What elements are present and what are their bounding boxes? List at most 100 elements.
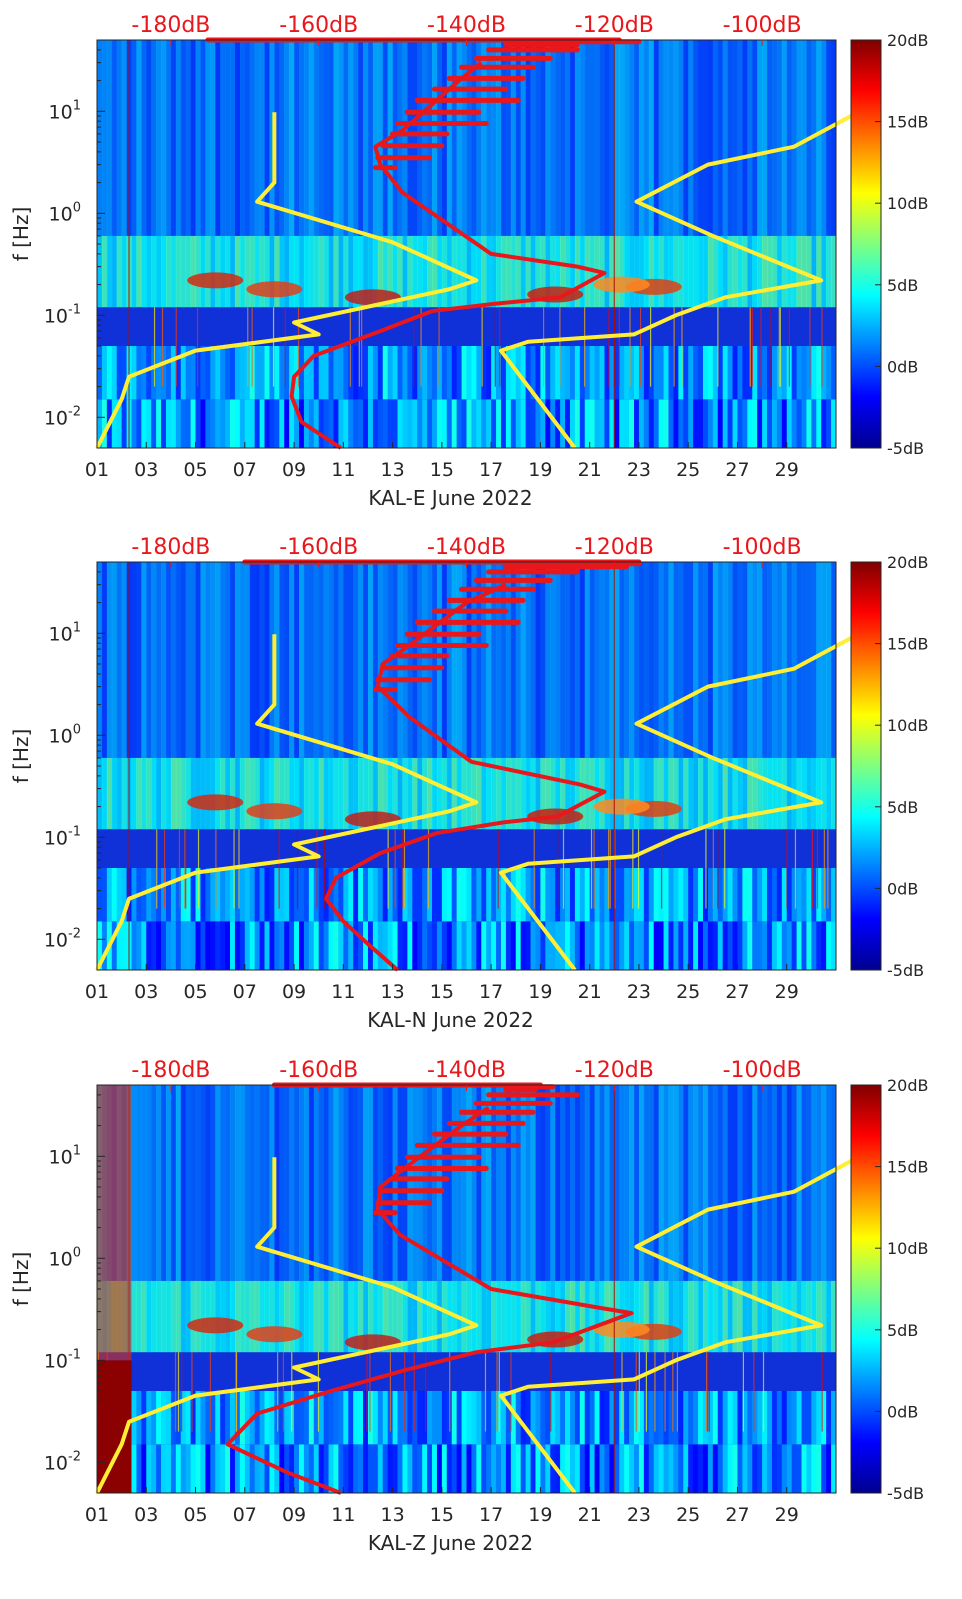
- colorbar-tick-label: -5dB: [887, 1484, 924, 1503]
- colorbar-gradient: [850, 561, 882, 971]
- storm-patch: [187, 1317, 244, 1334]
- x-tick-label: 13: [381, 981, 405, 1003]
- storm-patch: [187, 272, 244, 289]
- noise-model-high-noise: [498, 1155, 860, 1495]
- top-db-tick-label: -100dB: [723, 535, 802, 560]
- top-db-axis: -180dB -160dB -140dB -120dB -100dB: [131, 13, 802, 46]
- colorbar-tick-label: 10dB: [887, 194, 929, 213]
- x-tick-label: 27: [725, 981, 749, 1003]
- top-db-tick-label: -120dB: [575, 13, 654, 38]
- x-tick-label: 07: [233, 1504, 257, 1526]
- top-db-tick-label: -180dB: [131, 1058, 210, 1083]
- x-tick-label: 29: [775, 1504, 799, 1526]
- y-tick-label: 10-2: [44, 1449, 81, 1474]
- colorbar-tick-label: 0dB: [887, 1402, 918, 1421]
- x-tick-label: 07: [233, 459, 257, 481]
- x-tick-label: 19: [528, 459, 552, 481]
- storm-patch: [593, 1321, 650, 1338]
- colorbar-tick-label: 20dB: [887, 31, 929, 50]
- y-tick-exponent: 0: [73, 722, 81, 737]
- storm-patch: [187, 794, 244, 811]
- top-db-tick-label: -120dB: [575, 1058, 654, 1083]
- colorbar-tick-label: -5dB: [887, 961, 924, 980]
- colorbar: 20dB 15dB 10dB 5dB 0dB -5dB: [850, 553, 929, 980]
- x-axis-label: KAL-N June 2022: [367, 1008, 534, 1032]
- y-axis: 10-2 10-1 100 101: [44, 1084, 105, 1474]
- storm-patch: [593, 276, 650, 293]
- x-tick-label: 15: [430, 981, 454, 1003]
- x-tick-label: 11: [331, 459, 355, 481]
- x-tick-label: 25: [676, 459, 700, 481]
- y-tick-label: 100: [49, 722, 81, 747]
- colorbar-tick-label: 5dB: [887, 1321, 918, 1340]
- top-db-tick-label: -160dB: [279, 13, 358, 38]
- x-tick-label: 03: [134, 459, 158, 481]
- y-tick-label: 100: [49, 1245, 81, 1270]
- x-tick-label: 09: [282, 459, 306, 481]
- colorbar: 20dB 15dB 10dB 5dB 0dB -5dB: [850, 1076, 929, 1503]
- y-tick-label: 100: [49, 200, 81, 225]
- y-tick-base: 10: [44, 929, 68, 951]
- x-axis: 01 03 05 07 09 11 13 15 17 19 21 23 25 27 29: [85, 964, 799, 1003]
- x-tick-label: 23: [627, 1504, 651, 1526]
- x-tick-label: 11: [331, 1504, 355, 1526]
- x-tick-label: 23: [627, 459, 651, 481]
- y-axis-label: f [Hz]: [9, 1252, 33, 1307]
- psd-median-curve: [225, 1105, 634, 1495]
- x-tick-label: 01: [85, 981, 109, 1003]
- storm-patch: [246, 1326, 303, 1343]
- y-tick-exponent: -2: [68, 1449, 81, 1464]
- x-tick-label: 17: [479, 1504, 503, 1526]
- top-db-tick-label: -100dB: [723, 1058, 802, 1083]
- colorbar: 20dB 15dB 10dB 5dB 0dB -5dB: [850, 31, 929, 458]
- y-tick-exponent: -1: [68, 1347, 81, 1362]
- storm-patch: [246, 803, 303, 820]
- colorbar-tick-label: 10dB: [887, 1239, 929, 1258]
- x-tick-label: 17: [479, 459, 503, 481]
- noise-model-high-noise: [498, 110, 860, 450]
- top-db-axis: -180dB -160dB -140dB -120dB -100dB: [131, 535, 802, 568]
- y-tick-exponent: -2: [68, 404, 81, 419]
- y-tick-exponent: -1: [68, 302, 81, 317]
- noise-model-low-noise: [95, 634, 479, 971]
- x-tick-label: 01: [85, 1504, 109, 1526]
- storm-patch: [593, 798, 650, 815]
- y-tick-label: 101: [49, 1143, 81, 1168]
- y-tick-exponent: 0: [73, 1245, 81, 1260]
- y-tick-label: 101: [49, 98, 81, 123]
- colorbar-tick-label: 5dB: [887, 798, 918, 817]
- x-axis: 01 03 05 07 09 11 13 15 17 19 21 23 25 27 29: [85, 1487, 799, 1526]
- y-tick-label: 10-1: [44, 1347, 81, 1372]
- top-db-axis: -180dB -160dB -140dB -120dB -100dB: [131, 1058, 802, 1091]
- x-axis: 01 03 05 07 09 11 13 15 17 19 21 23 25 27 29: [85, 442, 799, 481]
- top-db-tick-label: -100dB: [723, 13, 802, 38]
- y-tick-base: 10: [49, 203, 73, 225]
- colorbar-tick-label: 0dB: [887, 357, 918, 376]
- y-axis-label: f [Hz]: [9, 729, 33, 784]
- colorbar-tick-label: -5dB: [887, 439, 924, 458]
- colorbar-tick-label: 0dB: [887, 879, 918, 898]
- top-db-tick-label: -140dB: [427, 535, 506, 560]
- x-tick-label: 21: [578, 1504, 602, 1526]
- x-tick-label: 05: [183, 1504, 207, 1526]
- spectrogram: [97, 562, 837, 970]
- x-tick-label: 29: [775, 459, 799, 481]
- y-tick-base: 10: [44, 407, 68, 429]
- x-tick-label: 27: [725, 459, 749, 481]
- x-tick-label: 29: [775, 981, 799, 1003]
- y-tick-label: 10-2: [44, 404, 81, 429]
- colorbar-tick-label: 15dB: [887, 1158, 929, 1177]
- top-db-tick-label: -120dB: [575, 535, 654, 560]
- x-tick-label: 21: [578, 981, 602, 1003]
- x-axis-label: KAL-Z June 2022: [368, 1531, 533, 1555]
- x-tick-label: 19: [528, 981, 552, 1003]
- colorbar-tick-label: 20dB: [887, 1076, 929, 1095]
- x-tick-label: 13: [381, 1504, 405, 1526]
- x-tick-label: 25: [676, 981, 700, 1003]
- psd-median-curve: [289, 61, 607, 450]
- colorbar-tick-label: 15dB: [887, 635, 929, 654]
